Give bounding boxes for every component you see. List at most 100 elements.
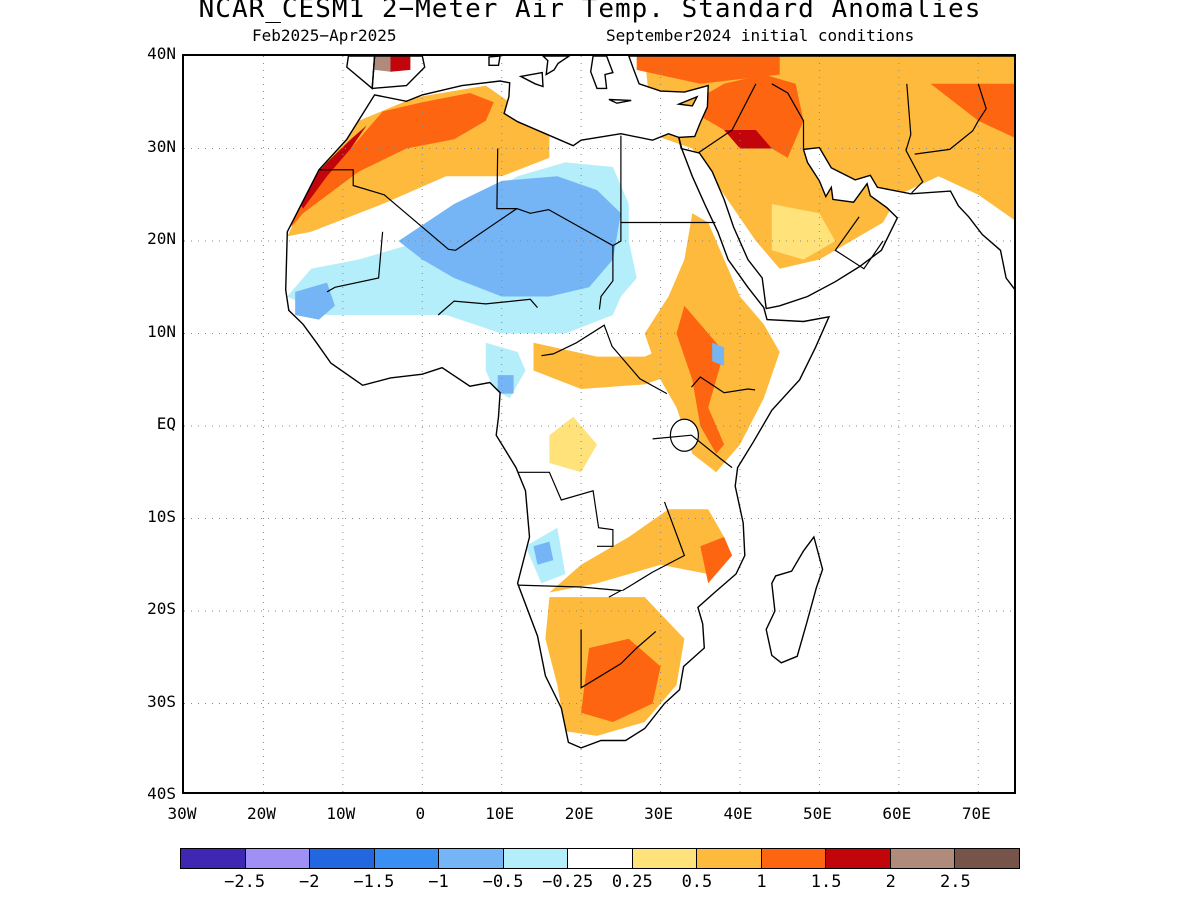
lat-label: 30N — [147, 136, 176, 156]
south-africa-orange — [581, 638, 661, 722]
country-border — [652, 434, 733, 469]
sicily-outline — [518, 71, 544, 88]
colorbar-tick-label: −1 — [428, 872, 449, 892]
forecast-period: Feb2025−Apr2025 — [252, 26, 397, 45]
country-border — [697, 83, 757, 154]
lat-label: 40S — [147, 784, 176, 803]
lon-label: 70E — [961, 804, 991, 823]
colorbar-tick-label: −0.5 — [482, 872, 524, 892]
colorbar-tick-label: 0.5 — [681, 872, 713, 892]
country-border — [612, 135, 622, 247]
lon-label: 10W — [326, 804, 356, 823]
map-panel — [182, 54, 1016, 794]
map-title: NCAR_CESM1 2−Meter Air Temp. Standard An… — [198, 0, 982, 24]
lat-label: 10S — [147, 506, 176, 526]
colorbar-tick-label: 2.5 — [940, 872, 971, 892]
colorbar-swatch — [697, 849, 762, 868]
ethiopia-orange — [676, 305, 725, 454]
colorbar-swatch — [503, 849, 569, 868]
colorbar-swatch — [826, 849, 891, 868]
spain-red — [390, 56, 411, 72]
turkey-orange — [636, 56, 780, 84]
cyprus-outline — [676, 95, 699, 107]
colorbar-swatch — [310, 849, 375, 868]
crete-outline — [608, 98, 632, 104]
mozambique-orange — [700, 537, 733, 584]
cameroon-cool-2 — [497, 375, 514, 394]
lat-label: 20N — [147, 229, 176, 248]
colorbar-swatch — [181, 849, 246, 868]
colorbar-swatch — [890, 849, 956, 868]
country-border — [326, 231, 384, 293]
colorbar-swatch — [761, 849, 827, 868]
arabia-outline — [628, 56, 1014, 310]
lon-label: 20E — [564, 804, 594, 823]
senegal-cool — [295, 282, 335, 320]
lat-label: 40N — [147, 44, 176, 63]
morocco-red — [295, 125, 367, 209]
lon-label: 30W — [167, 804, 197, 823]
ethiopia-cool — [712, 342, 725, 366]
iraq-red — [724, 130, 772, 149]
anomaly-map — [184, 56, 1014, 792]
lat-label: 20S — [147, 599, 176, 618]
angola-cool — [533, 541, 554, 565]
colorbar-swatch — [568, 849, 633, 868]
colorbar-tick-label: 2 — [885, 872, 896, 892]
colorbar-swatch — [955, 849, 1019, 868]
country-border — [771, 83, 805, 149]
lat-label: 10N — [147, 321, 176, 341]
africa-outline — [284, 80, 831, 749]
lon-label: 50E — [802, 804, 832, 823]
central-band-warm — [533, 342, 685, 389]
lon-label: 60E — [882, 804, 912, 823]
lon-label: 30E — [644, 804, 674, 823]
lon-label: 0 — [415, 804, 426, 823]
colorbar-swatch — [632, 849, 698, 868]
coastlines — [284, 56, 1014, 749]
lat-label: EQ — [156, 414, 176, 433]
lon-label: 10E — [485, 804, 515, 823]
zambia-warm — [549, 509, 725, 593]
country-border — [834, 216, 884, 270]
sardinia-outline — [488, 56, 501, 67]
country-border — [691, 376, 756, 394]
pakistan-orange — [930, 83, 1014, 140]
country-border — [437, 298, 538, 316]
colorbar-tick-label: −0.25 — [542, 872, 594, 892]
colorbar-tick-label: −1.5 — [353, 872, 395, 892]
cameroon-cool — [485, 342, 526, 399]
colorbar-tick-label: 1 — [756, 872, 767, 892]
initial-conditions: September2024 initial conditions — [606, 26, 915, 45]
country-border — [517, 584, 623, 598]
colorbar — [180, 848, 1020, 869]
colorbar-tick-label: 1.5 — [810, 872, 842, 892]
lat-label: 30S — [147, 691, 176, 711]
spain-brown — [374, 56, 391, 72]
country-border — [622, 501, 686, 592]
spain-outline — [371, 56, 426, 90]
country-border — [905, 83, 924, 194]
greece-outline — [589, 56, 614, 90]
sahara-cool — [398, 176, 621, 297]
nw-coast-warm — [287, 85, 550, 237]
colorbar-swatch — [374, 849, 440, 868]
colorbar-tick-label: −2.5 — [224, 872, 266, 892]
lon-label: 20W — [246, 804, 276, 823]
colorbar-swatch — [245, 849, 311, 868]
country-border — [580, 629, 657, 689]
lake-victoria — [669, 418, 699, 452]
italy-outline — [541, 56, 571, 76]
nw-coast-orange — [291, 93, 494, 228]
country-border — [517, 471, 614, 547]
country-border — [914, 83, 987, 155]
colorbar-tick-label: −2 — [298, 872, 320, 892]
colorbar-swatch — [439, 849, 504, 868]
lon-label: 40E — [723, 804, 753, 823]
colorbar-tick-label: 0.25 — [611, 872, 653, 892]
madagascar-outline — [765, 535, 824, 664]
country-border — [496, 148, 517, 210]
congo-light-warm — [549, 416, 597, 473]
country-border — [541, 324, 668, 395]
levant-orange — [700, 74, 804, 158]
